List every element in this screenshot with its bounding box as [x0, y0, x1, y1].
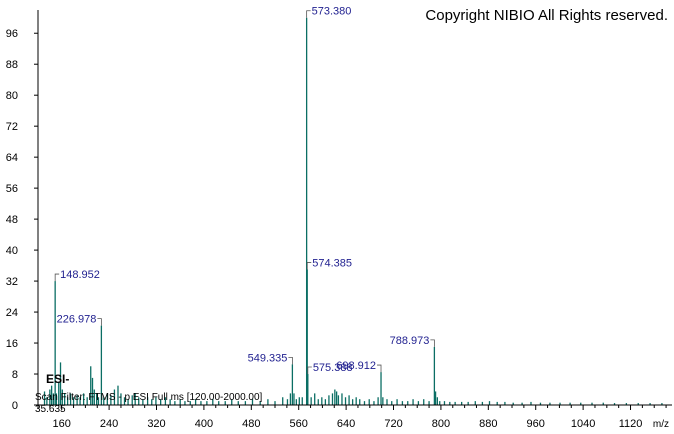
ion-mode-label: ESI-: [46, 372, 69, 386]
peak-label: 575.388: [313, 362, 353, 374]
x-tick-label: 160: [53, 418, 71, 430]
y-tick-label: 88: [6, 59, 18, 71]
peak-label-connector: [377, 364, 382, 373]
peak-label-connector: [307, 366, 312, 375]
x-tick-label: 1120: [619, 418, 643, 430]
peak-label-connector: [97, 318, 102, 326]
y-tick-label: 0: [12, 400, 18, 412]
y-tick-label: 80: [6, 90, 18, 102]
y-tick-label: 40: [6, 245, 18, 257]
retention-time-text: 35.635: [35, 404, 66, 415]
x-tick-label: 640: [337, 418, 355, 430]
x-tick-label: 1040: [571, 418, 595, 430]
x-tick-label: 720: [384, 418, 402, 430]
peak-label-connector: [54, 273, 60, 282]
y-tick-label: 48: [6, 214, 18, 226]
y-tick-label: 72: [6, 121, 18, 133]
x-tick-label: 320: [147, 418, 165, 430]
y-tick-label: 56: [6, 183, 18, 195]
x-tick-label: 960: [527, 418, 545, 430]
y-tick-label: 16: [6, 338, 18, 350]
x-axis-label: m/z: [653, 419, 669, 430]
y-tick-label: 96: [6, 28, 18, 40]
x-tick-label: 480: [242, 418, 260, 430]
peak-label: 788.973: [390, 335, 430, 347]
peak-label: 226.978: [57, 314, 97, 326]
peak-label: 698.912: [336, 360, 376, 372]
x-tick-label: 560: [290, 418, 308, 430]
peak-label: 148.952: [60, 269, 100, 281]
peak-label-connector: [306, 10, 311, 18]
y-tick-label: 24: [6, 307, 18, 319]
y-tick-label: 64: [6, 152, 18, 164]
y-tick-label: 32: [6, 276, 18, 288]
x-tick-label: 400: [195, 418, 213, 430]
copyright-notice: Copyright NIBIO All Rights reserved.: [425, 7, 668, 24]
peak-label: 573.380: [312, 6, 352, 18]
x-tick-label: 240: [100, 418, 118, 430]
x-tick-label: 800: [432, 418, 450, 430]
plot-area: 148.952 226.978 549.335 573.380 574.385 575.3…: [43, 6, 663, 405]
peak-label: 549.335: [248, 352, 288, 364]
peak-label: 574.385: [312, 257, 352, 269]
y-tick-label: 8: [12, 369, 18, 381]
peak-label-connector: [288, 356, 293, 365]
axes: 0 8 16 24 32 40 48 56 64 72 80 88 96 160 240 320 400 480 5…: [6, 10, 672, 430]
x-tick-label: 880: [479, 418, 497, 430]
peak-label-connector: [430, 339, 435, 347]
scan-filter-text: Scan Filter: FTMS - p ESI Full ms [120.0…: [35, 392, 263, 403]
peak-label-connector: [306, 262, 312, 270]
